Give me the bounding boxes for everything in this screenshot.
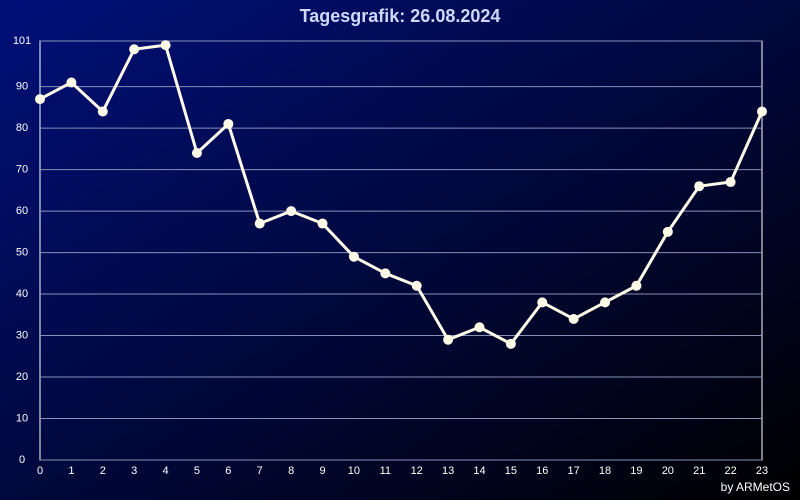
x-tick-label: 12 — [411, 465, 423, 477]
data-point — [160, 40, 171, 51]
data-point — [191, 148, 202, 159]
y-tick-label: 30 — [16, 329, 28, 341]
y-tick-label: 101 — [13, 35, 31, 47]
data-point — [223, 118, 234, 129]
series-line — [39, 43, 764, 346]
x-tick-label: 7 — [257, 465, 263, 477]
data-point — [286, 206, 297, 217]
x-tick-label: 17 — [568, 465, 580, 477]
y-tick-label: 40 — [16, 288, 28, 300]
data-point — [97, 106, 108, 117]
data-point — [474, 322, 485, 333]
y-tick-label: 70 — [16, 164, 28, 176]
data-point — [443, 334, 454, 345]
x-tick-label: 20 — [662, 465, 674, 477]
x-tick-label: 13 — [442, 465, 454, 477]
data-point — [380, 268, 391, 279]
data-point — [505, 338, 516, 349]
data-point — [66, 77, 77, 88]
data-point — [631, 280, 642, 291]
x-tick-label: 1 — [68, 465, 74, 477]
y-tick-label: 20 — [16, 371, 28, 383]
data-point — [317, 218, 328, 229]
data-point — [35, 94, 45, 105]
data-point — [600, 297, 611, 308]
y-tick-label: 80 — [16, 122, 28, 134]
chart-title: Tagesgrafik: 26.08.2024 — [300, 6, 501, 26]
x-tick-label: 5 — [194, 465, 200, 477]
x-tick-label: 11 — [380, 465, 391, 477]
y-tick-label: 90 — [16, 81, 28, 93]
x-tick-label: 9 — [319, 465, 325, 477]
x-tick-label: 4 — [163, 465, 169, 477]
data-point — [694, 181, 705, 192]
x-tick-label: 16 — [536, 465, 548, 477]
x-tick-label: 0 — [37, 465, 43, 477]
x-tick-label: 19 — [630, 465, 642, 477]
x-tick-label: 14 — [473, 465, 485, 477]
x-tick-label: 3 — [131, 465, 137, 477]
data-point — [537, 297, 548, 308]
y-tick-label: 10 — [16, 412, 28, 424]
x-tick-label: 22 — [724, 465, 736, 477]
x-tick-label: 21 — [693, 465, 705, 477]
data-point — [757, 106, 767, 117]
x-tick-label: 2 — [100, 465, 106, 477]
data-point — [662, 226, 673, 237]
data-point — [348, 251, 359, 262]
data-point — [411, 280, 422, 291]
data-point — [254, 218, 265, 229]
x-tick-label: 23 — [756, 465, 768, 477]
x-tick-label: 18 — [599, 465, 611, 477]
x-tick-label: 10 — [348, 465, 360, 477]
x-tick-label: 8 — [288, 465, 294, 477]
x-tick-label: 15 — [505, 465, 517, 477]
x-tick-label: 6 — [225, 465, 231, 477]
y-tick-label: 0 — [19, 454, 25, 466]
data-point — [725, 177, 736, 188]
data-point — [568, 313, 579, 324]
footer: by ARMetOS — [721, 480, 790, 494]
y-tick-label: 60 — [16, 205, 28, 217]
y-tick-label: 50 — [16, 246, 28, 258]
data-point — [129, 44, 140, 55]
